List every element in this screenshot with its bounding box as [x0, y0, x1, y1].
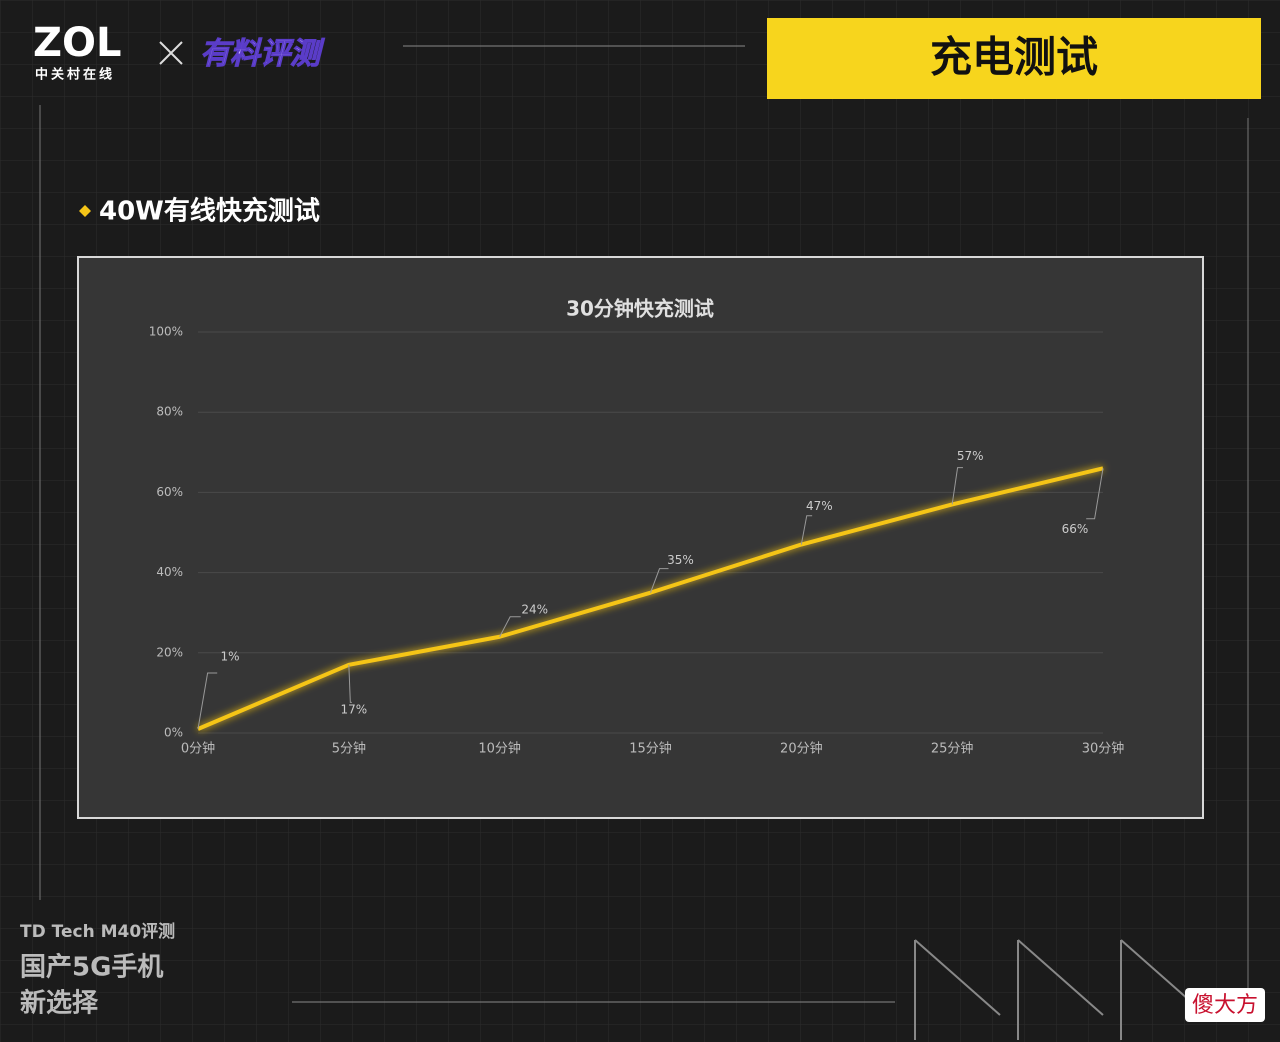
- partner-logo: 有料评测: [200, 37, 325, 72]
- x-tick-label: 10分钟: [478, 741, 521, 757]
- data-label: 66%: [1062, 522, 1089, 536]
- data-label: 47%: [806, 499, 833, 513]
- data-label: 57%: [957, 449, 984, 463]
- section-title: 充电测试: [930, 33, 1098, 82]
- y-tick-label: 100%: [149, 325, 183, 339]
- leader-line: [348, 664, 352, 703]
- leader-line: [800, 515, 813, 545]
- watermark: 傻大方: [1192, 993, 1258, 1018]
- leader-line: [650, 568, 669, 593]
- x-tick-label: 0分钟: [181, 741, 215, 757]
- subtitle: 40W有线快充测试: [99, 196, 320, 227]
- x-tick-label: 30分钟: [1082, 741, 1125, 757]
- leader-line: [197, 672, 218, 730]
- chart-panel: [77, 256, 1204, 819]
- x-tick-label: 25分钟: [931, 741, 974, 757]
- arrow-decor: [914, 939, 1207, 1040]
- brand: ZOL: [33, 20, 122, 66]
- x-tick-label: 20分钟: [780, 741, 823, 757]
- brand-sub: 中关村在线: [35, 67, 115, 83]
- leader-line: [951, 467, 963, 505]
- data-label: 1%: [220, 649, 239, 663]
- bullet: [79, 205, 91, 217]
- data-label: 24%: [521, 602, 548, 616]
- x-tick-label: 15分钟: [629, 741, 672, 757]
- y-tick-label: 0%: [164, 726, 183, 740]
- watermark-box: [1185, 988, 1265, 1022]
- y-tick-label: 20%: [156, 645, 183, 659]
- chart-title: 30分钟快充测试: [566, 297, 714, 321]
- data-label: 17%: [340, 702, 367, 716]
- footer-text: 国产5G手机: [20, 953, 163, 983]
- footer-text: 新选择: [20, 988, 99, 1019]
- section-box: [767, 18, 1261, 99]
- y-tick-label: 80%: [156, 405, 183, 419]
- y-tick-label: 60%: [156, 485, 183, 499]
- chart: 30分钟快充测试 0% 20% 40% 60% 80% 100% 0分钟 5分钟 10分钟 15分钟…: [149, 297, 1125, 757]
- leader-line: [1086, 468, 1104, 520]
- x-tick-label: 5分钟: [332, 741, 366, 757]
- data-label: 35%: [667, 553, 694, 567]
- leader-line: [499, 616, 521, 637]
- cross: [159, 41, 183, 65]
- footer-text: TD Tech M40评测: [20, 921, 175, 942]
- y-tick-label: 40%: [156, 565, 183, 579]
